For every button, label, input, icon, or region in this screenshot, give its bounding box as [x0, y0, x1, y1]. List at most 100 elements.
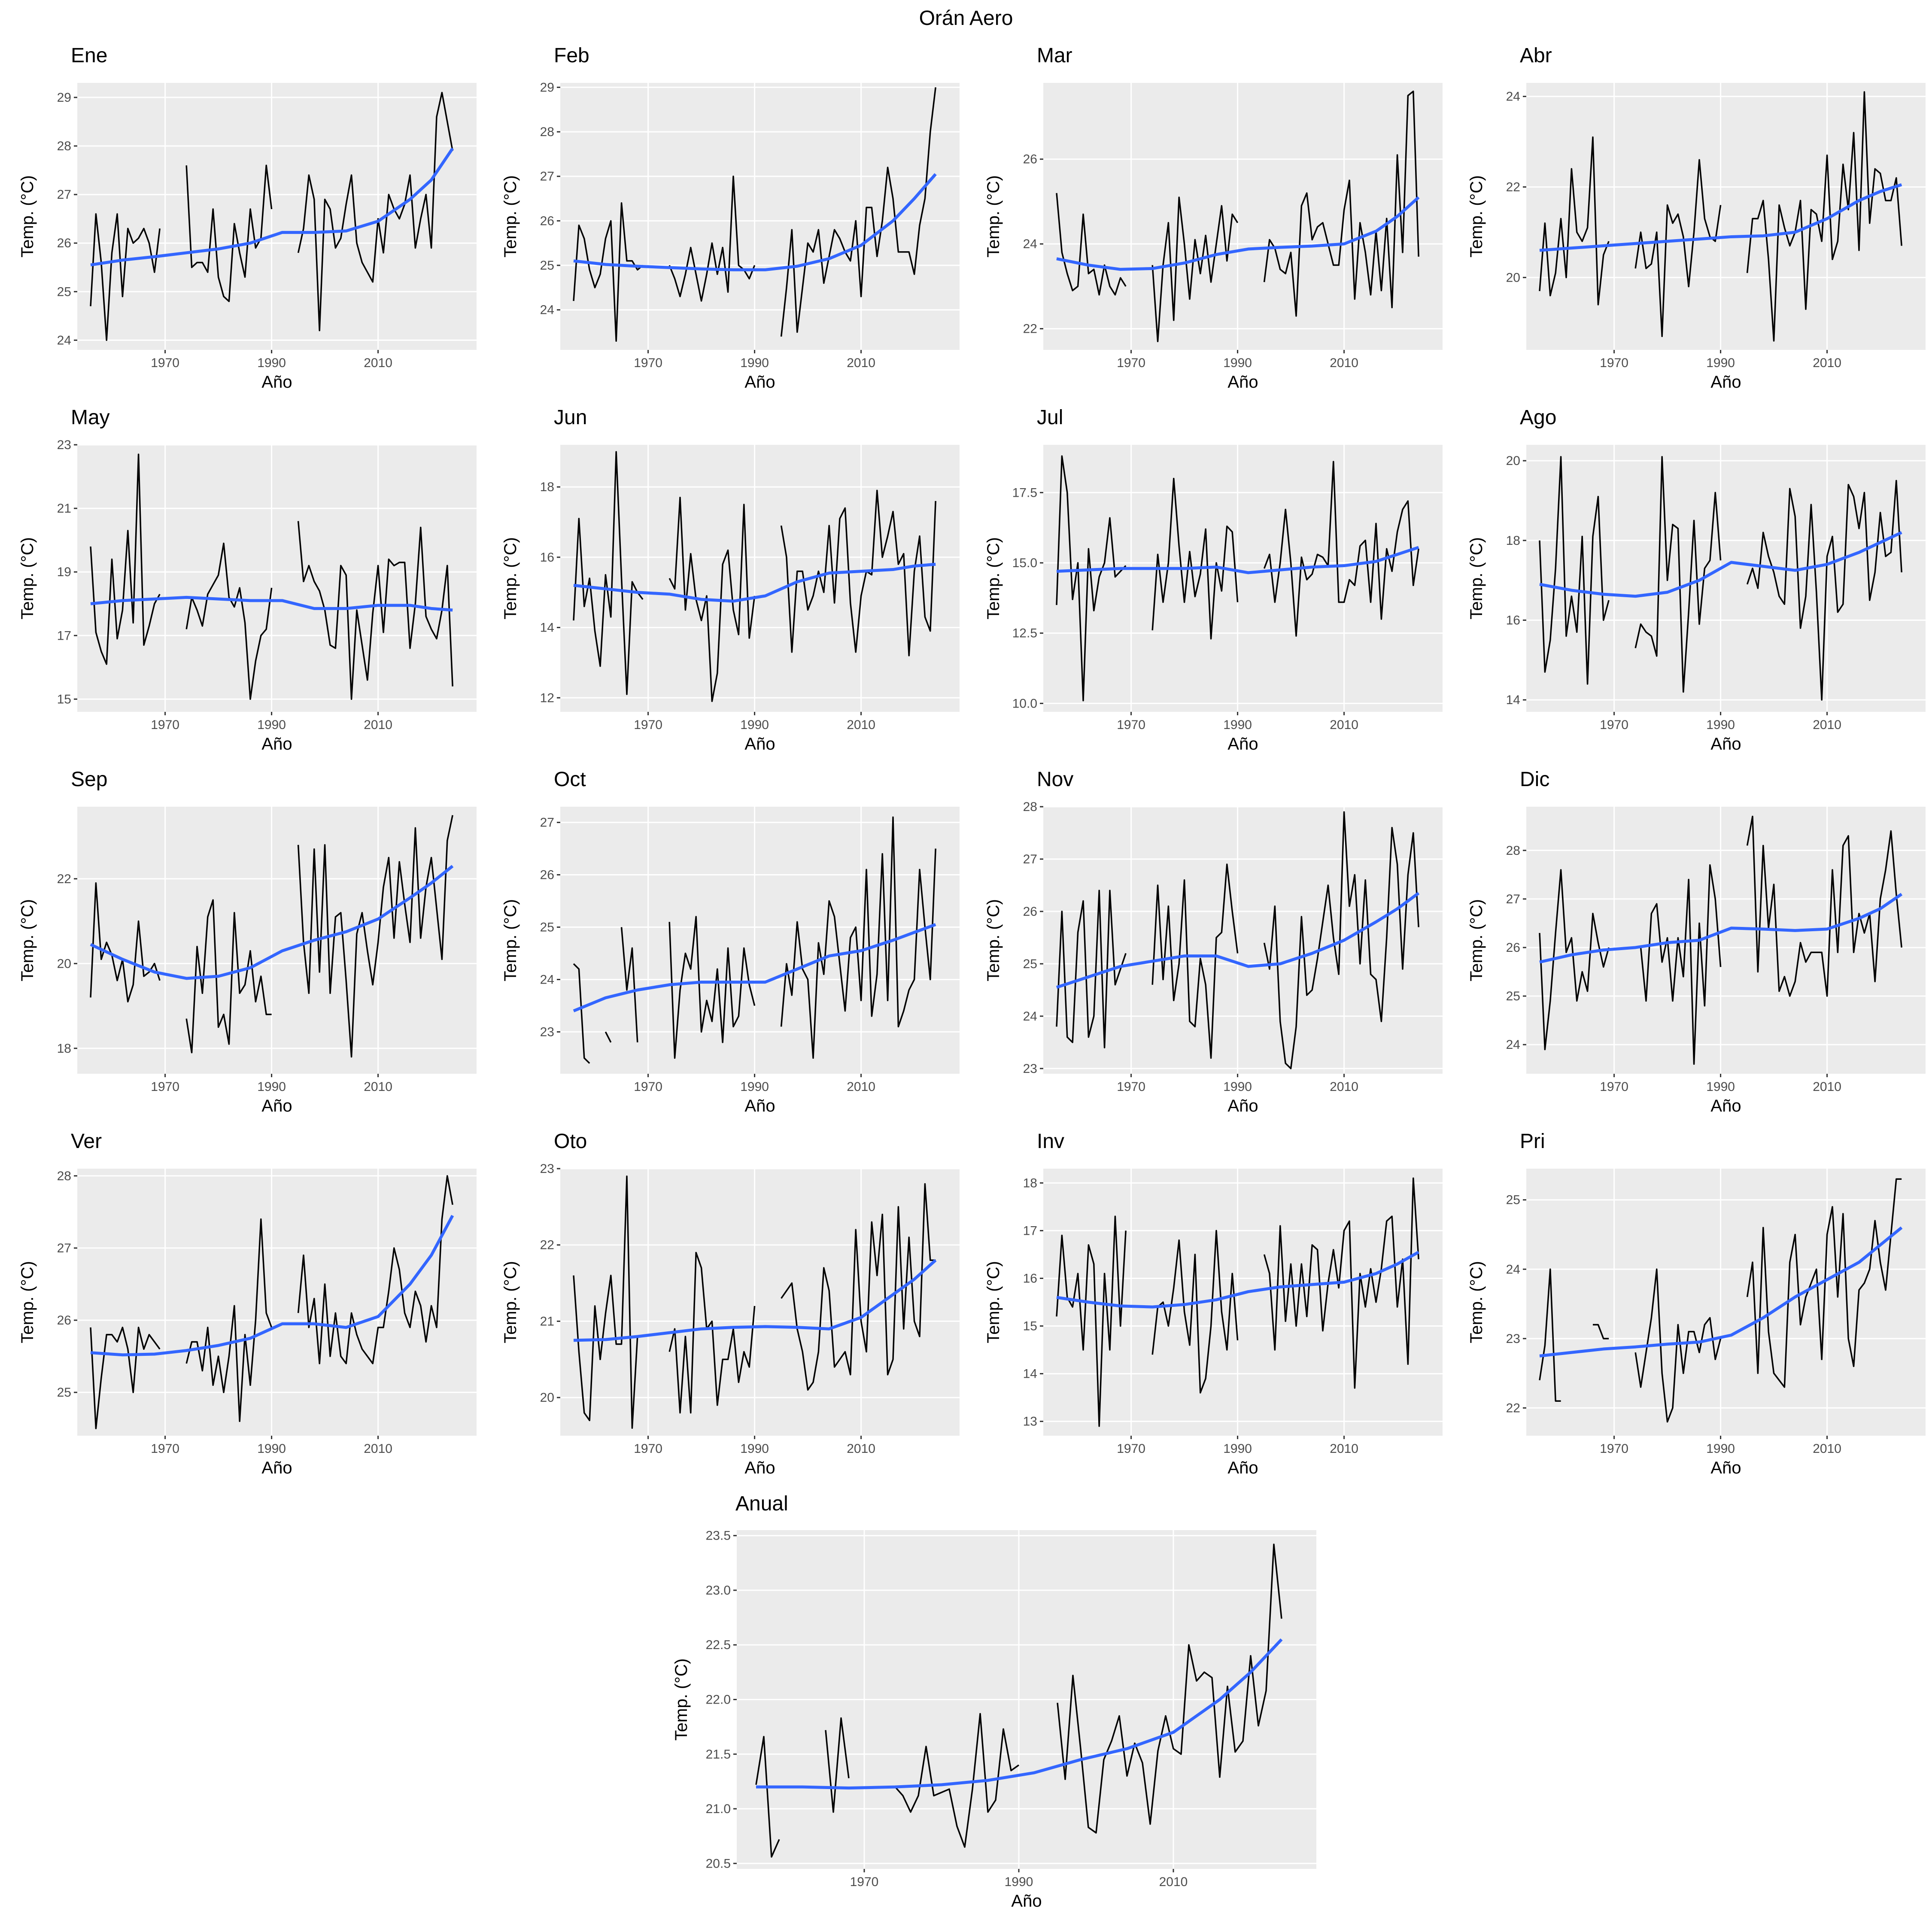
y-tick-label: 18: [540, 480, 554, 494]
x-tick-label: 1990: [257, 1442, 286, 1456]
data-line: [1539, 815, 1902, 1065]
y-tick-label: 17: [57, 629, 71, 643]
x-tick-label: 1970: [1117, 1442, 1145, 1456]
x-tick-label: 1990: [740, 356, 769, 370]
x-axis-title: Año: [1227, 1097, 1258, 1115]
panel-title: Jun: [554, 406, 587, 429]
trend-line: [90, 147, 454, 267]
y-tick-label: 26: [1023, 152, 1037, 167]
y-tick-label: 24: [1506, 1038, 1520, 1052]
y-axis-title: Temp. (°C): [18, 899, 37, 981]
y-axis-title: Temp. (°C): [501, 1261, 520, 1343]
x-tick-label: 1990: [1223, 356, 1252, 370]
y-tick-label: 23.5: [706, 1529, 731, 1543]
x-tick-label: 1990: [1706, 1442, 1735, 1456]
y-tick-label: 22: [1506, 1401, 1520, 1415]
x-axis-title: Año: [1227, 1458, 1258, 1477]
y-tick-label: 28: [1023, 800, 1037, 814]
y-tick-label: 24: [540, 303, 554, 317]
trend-line: [573, 1259, 937, 1342]
plot-background: [560, 445, 960, 712]
x-tick-label: 2010: [847, 718, 875, 732]
y-tick-label: 21: [540, 1314, 554, 1328]
x-tick-label: 2010: [364, 718, 392, 732]
panel-title: Pri: [1520, 1130, 1545, 1153]
panel: Abr 20 22 24 1970 1990 2010 Año Temp. (°C): [1467, 44, 1926, 392]
y-tick-label: 28: [57, 1169, 71, 1183]
trend-line: [1056, 1251, 1419, 1309]
x-tick-label: 1970: [1600, 1080, 1628, 1094]
panel-title: Oto: [554, 1130, 587, 1153]
y-axis-title: Temp. (°C): [501, 175, 520, 258]
trend-line: [1539, 531, 1902, 598]
trend-line: [573, 173, 937, 271]
trend-line: [90, 865, 454, 980]
y-tick-label: 14: [540, 621, 554, 635]
panel: Ago 14 16 18 20 1970 1990 2010 Año Temp. (°C): [1467, 406, 1926, 753]
y-tick-label: 26: [1023, 905, 1037, 919]
y-axis-title: Temp. (°C): [672, 1659, 691, 1741]
y-axis-title: Temp. (°C): [984, 175, 1003, 258]
y-tick-label: 27: [57, 1241, 71, 1255]
plot-background: [77, 445, 477, 712]
x-axis-title: Año: [261, 735, 292, 753]
trend-line: [573, 562, 936, 603]
x-tick-label: 2010: [847, 356, 875, 370]
panel: Dic 24 25 26 27 28 1970 1990 2010 Año Temp. (°C): [1467, 768, 1926, 1115]
y-tick-label: 21.0: [706, 1802, 731, 1816]
data-line: [90, 1175, 453, 1429]
x-axis-title: Año: [261, 1097, 292, 1115]
y-tick-label: 24: [1023, 237, 1037, 251]
y-tick-label: 25: [1506, 1193, 1520, 1207]
y-tick-label: 20: [57, 957, 71, 971]
y-tick-label: 25: [1023, 957, 1037, 971]
x-tick-label: 2010: [1330, 356, 1358, 370]
panel: Ene 24 25 26 27 28 29 1970 1990 2010 Año Temp. (°C): [18, 44, 477, 392]
x-tick-label: 1990: [1223, 1442, 1252, 1456]
y-tick-label: 19: [57, 565, 71, 579]
trend-line: [1056, 892, 1420, 989]
trend-line: [1539, 183, 1902, 252]
plot-background: [560, 83, 960, 350]
y-tick-label: 29: [540, 80, 554, 94]
x-tick-label: 2010: [1813, 1442, 1841, 1456]
x-tick-label: 1970: [634, 356, 662, 370]
trend-line: [1539, 1226, 1903, 1358]
y-tick-label: 22: [540, 1238, 554, 1252]
x-tick-label: 2010: [1813, 718, 1841, 732]
y-tick-label: 16: [1023, 1271, 1037, 1285]
x-tick-label: 1990: [740, 718, 769, 732]
trend-line: [1056, 546, 1419, 574]
trend-line: [573, 923, 936, 1012]
data-line: [1539, 91, 1902, 342]
plot-background: [1043, 83, 1443, 350]
y-tick-label: 16: [540, 550, 554, 565]
x-axis-title: Año: [744, 1097, 775, 1115]
y-axis-title: Temp. (°C): [1467, 899, 1486, 981]
panel: Anual 20.5 21.0 21.5 22.0 22.5 23.0 23.5 1970 199…: [672, 1492, 1316, 1911]
x-tick-label: 1990: [1706, 718, 1735, 732]
x-tick-label: 2010: [1813, 1080, 1841, 1094]
panel: Ver 25 26 27 28 1970 1990 2010 Año Temp. (°C): [18, 1130, 477, 1477]
x-axis-title: Año: [744, 373, 775, 392]
panel: Pri 22 23 24 25 1970 1990 2010 Año Temp. (°C): [1467, 1130, 1926, 1477]
x-tick-label: 1970: [634, 1080, 662, 1094]
y-axis-title: Temp. (°C): [1467, 1261, 1486, 1343]
y-tick-label: 27: [540, 170, 554, 184]
y-tick-label: 15: [57, 692, 71, 706]
plot-background: [77, 1169, 477, 1436]
y-tick-label: 24: [57, 333, 71, 347]
y-tick-label: 21.5: [706, 1747, 731, 1762]
panel-title: Mar: [1037, 44, 1072, 67]
figure-title: Orán Aero: [919, 7, 1013, 30]
y-tick-label: 14: [1506, 693, 1520, 707]
plot-background: [1526, 1169, 1926, 1436]
y-tick-label: 16: [1506, 613, 1520, 627]
x-tick-label: 1970: [1117, 718, 1145, 732]
panel-title: Abr: [1520, 44, 1552, 67]
plot-background: [1526, 807, 1926, 1074]
data-line: [755, 1543, 1282, 1858]
y-axis-title: Temp. (°C): [984, 1261, 1003, 1343]
